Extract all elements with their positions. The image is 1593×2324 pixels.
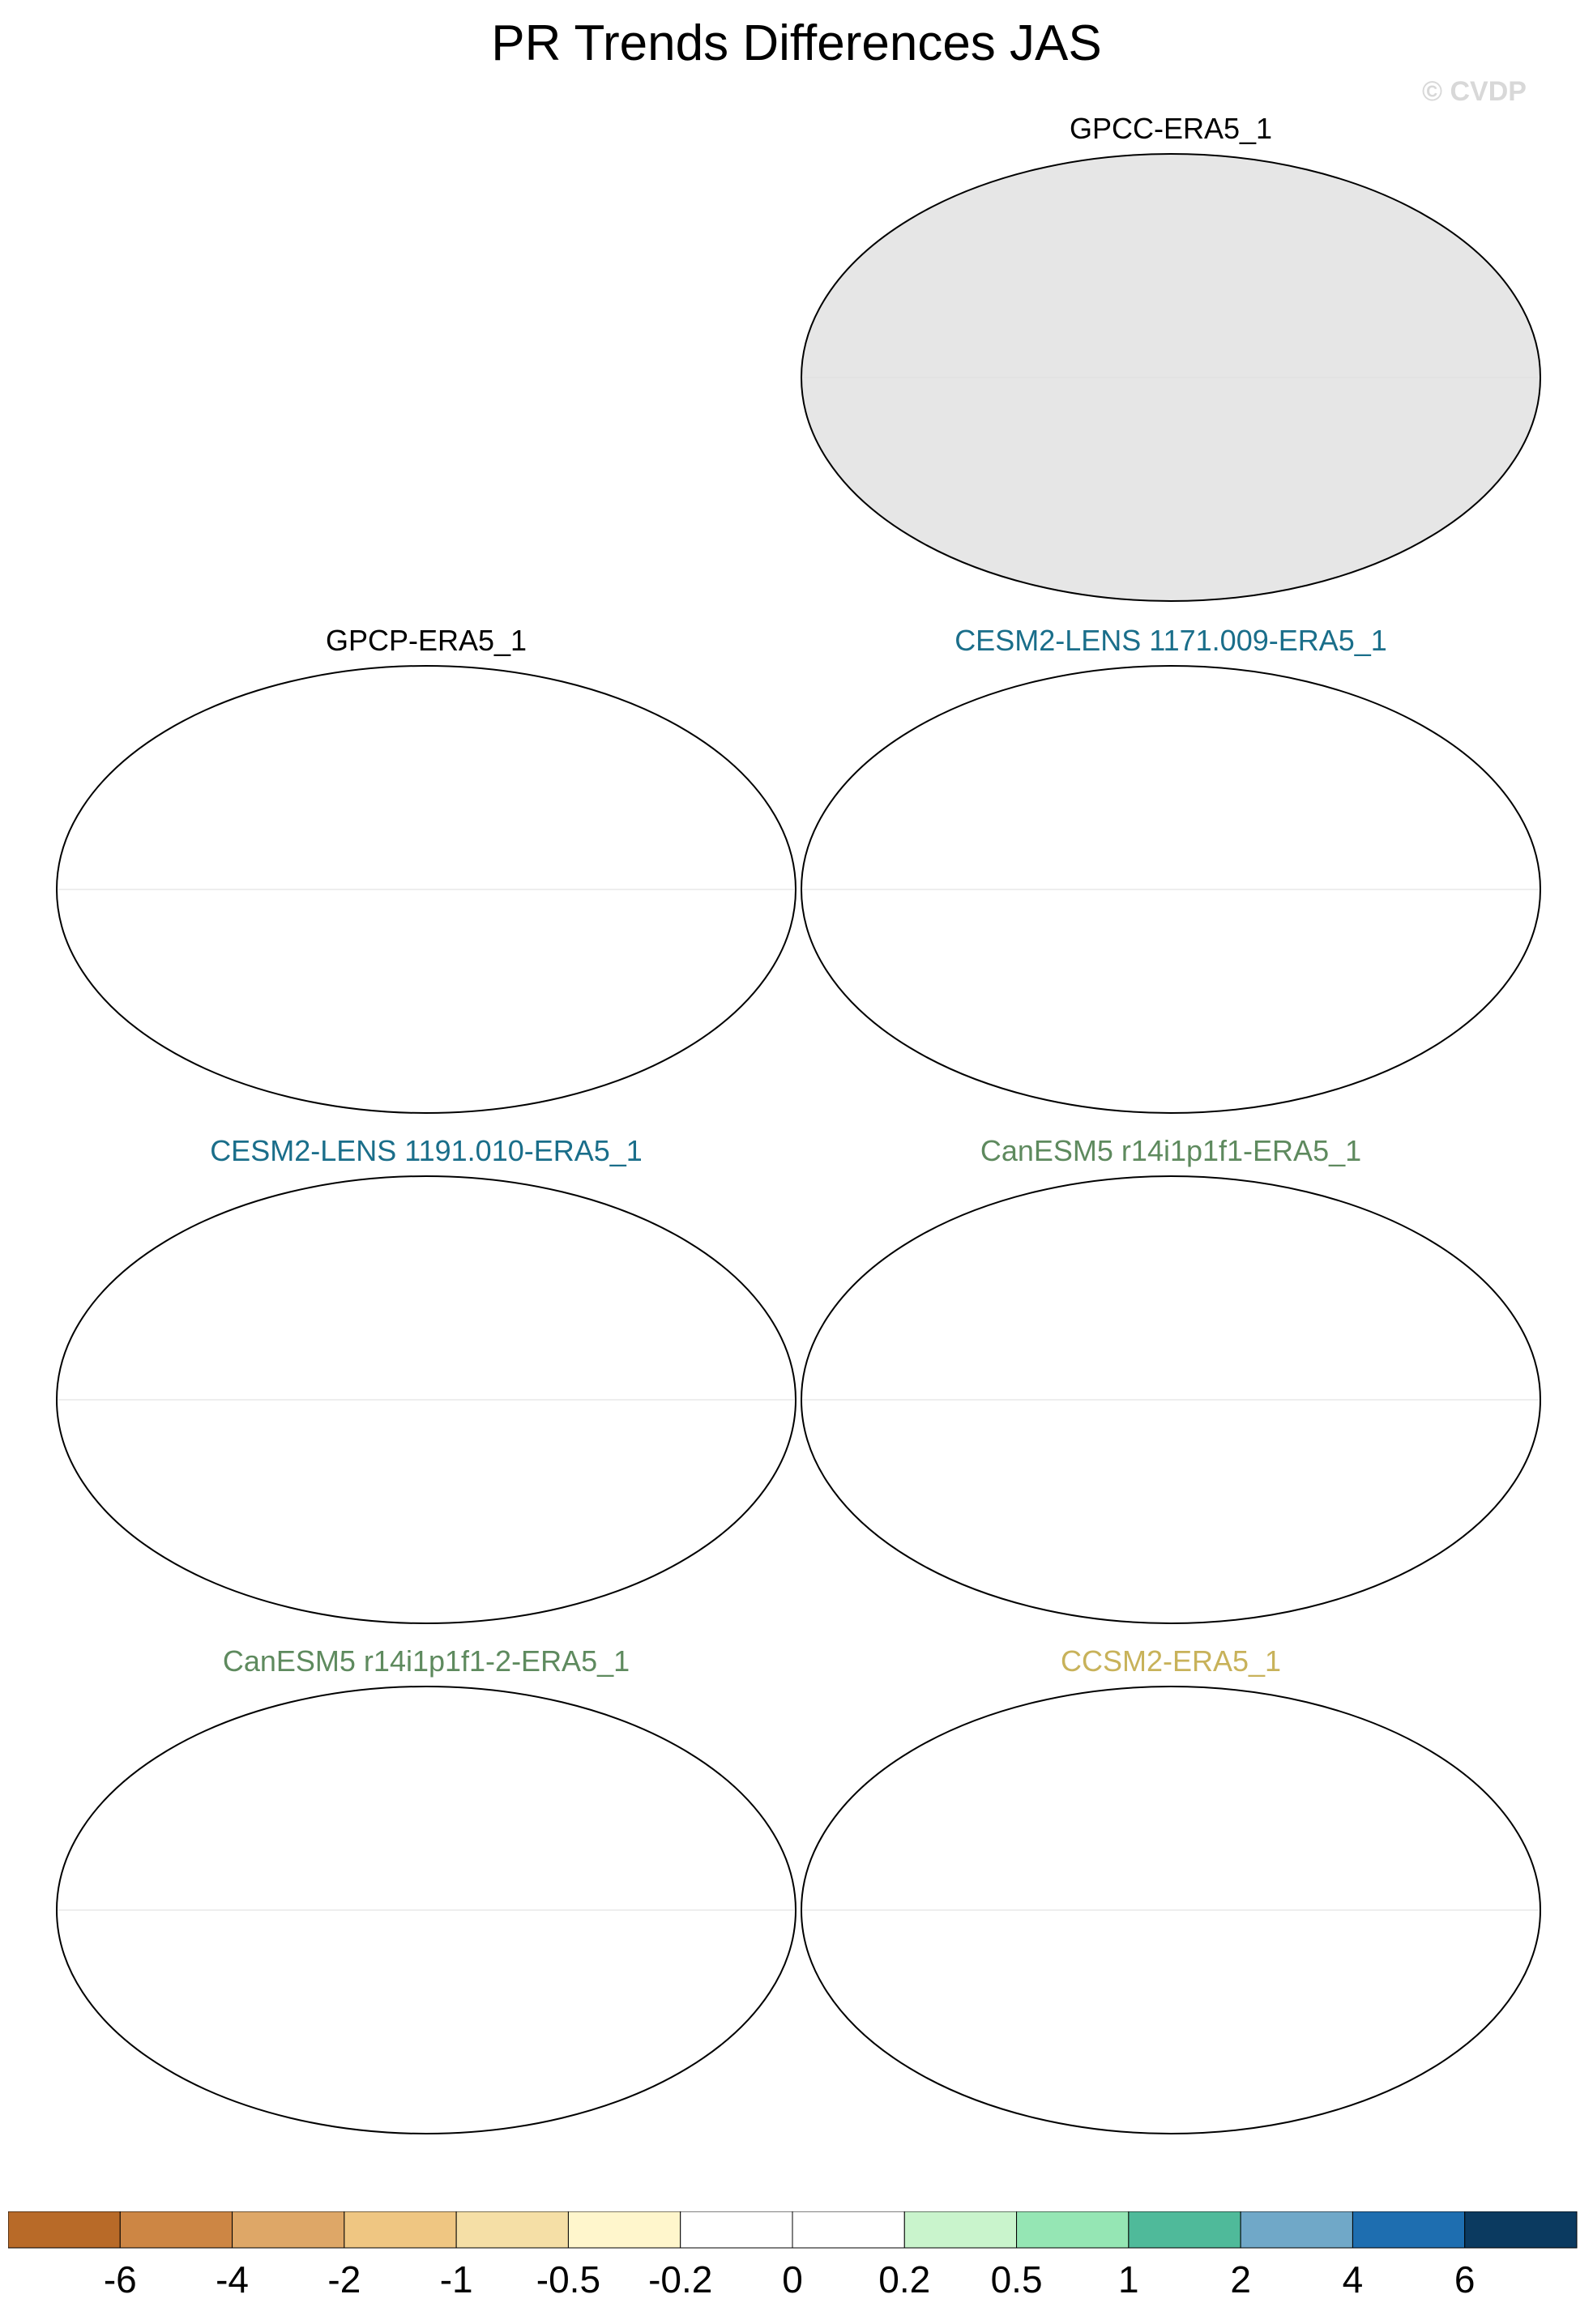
map-panel-gpcc: GPCC-ERA5_1: [798, 112, 1544, 622]
colorbar-tick-label: -6: [104, 2258, 137, 2301]
colorbar-swatch: [567, 2211, 681, 2249]
map-panel-gpcp: GPCP-ERA5_1: [53, 624, 799, 1134]
colorbar-tick-label: 0.5: [991, 2258, 1043, 2301]
colorbar-swatch: [1352, 2211, 1466, 2249]
map-globe: [56, 665, 796, 1114]
map-panel-cesm2-1171: CESM2-LENS 1171.009-ERA5_1: [798, 624, 1544, 1134]
map-globe: [801, 1175, 1541, 1624]
colorbar-swatch: [1240, 2211, 1353, 2249]
colorbar-swatch: [455, 2211, 569, 2249]
panel-title: CanESM5 r14i1p1f1-2-ERA5_1: [222, 1644, 630, 1678]
map-globe: [801, 665, 1541, 1114]
colorbar-tick-label: -2: [327, 2258, 361, 2301]
map-outline: [56, 1686, 796, 2134]
colorbar-tick-label: 1: [1118, 2258, 1139, 2301]
map-panel-canesm5: CanESM5 r14i1p1f1-ERA5_1: [798, 1134, 1544, 1644]
map-outline: [801, 153, 1541, 602]
map-panel-canesm5-2: CanESM5 r14i1p1f1-2-ERA5_1: [53, 1644, 799, 2155]
colorbar-swatch: [232, 2211, 345, 2249]
cvdp-watermark: © CVDP: [1422, 76, 1527, 107]
colorbar-tick-label: -4: [216, 2258, 249, 2301]
colorbar-tick-label: 2: [1230, 2258, 1251, 2301]
panel-title: CESM2-LENS 1191.010-ERA5_1: [210, 1134, 643, 1167]
colorbar-swatch: [1016, 2211, 1130, 2249]
map-panel-cesm2-1191: CESM2-LENS 1191.010-ERA5_1: [53, 1134, 799, 1644]
colorbar-tick-label: -0.5: [536, 2258, 600, 2301]
colorbar-tick-label: 6: [1454, 2258, 1476, 2301]
colorbar-swatch: [903, 2211, 1018, 2249]
panel-title: GPCC-ERA5_1: [1069, 112, 1273, 145]
map-panel-ccsm2: CCSM2-ERA5_1: [798, 1644, 1544, 2155]
colorbar-tick-label: 4: [1343, 2258, 1364, 2301]
panel-title: CCSM2-ERA5_1: [1060, 1644, 1282, 1678]
map-outline: [56, 665, 796, 1114]
colorbar-tick-label: 0.2: [878, 2258, 930, 2301]
colorbar-swatch: [1464, 2211, 1578, 2249]
colorbar-swatch: [680, 2211, 793, 2249]
page-title: PR Trends Differences JAS: [491, 15, 1102, 71]
colorbar-swatch: [119, 2211, 233, 2249]
panel-title: GPCP-ERA5_1: [325, 624, 527, 657]
map-outline: [801, 1175, 1541, 1624]
panel-title: CESM2-LENS 1171.009-ERA5_1: [955, 624, 1387, 657]
map-globe: [56, 1686, 796, 2134]
map-globe: [801, 1686, 1541, 2134]
map-globe: [56, 1175, 796, 1624]
colorbar-swatch: [8, 2211, 121, 2249]
colorbar-tick-label: -1: [440, 2258, 473, 2301]
map-outline: [801, 1686, 1541, 2134]
panel-title: CanESM5 r14i1p1f1-ERA5_1: [980, 1134, 1362, 1167]
map-outline: [56, 1175, 796, 1624]
colorbar-swatch: [344, 2211, 457, 2249]
colorbar-tick-label: -0.2: [648, 2258, 712, 2301]
colorbar: -6 -4 -2 -1 -0.5 -0.2 0 0.2 0.5 1 2 4 6: [8, 2211, 1578, 2301]
colorbar-swatch: [1128, 2211, 1241, 2249]
colorbar-swatch: [792, 2211, 905, 2249]
map-outline: [801, 665, 1541, 1114]
map-globe: [801, 153, 1541, 602]
colorbar-tick-label: 0: [782, 2258, 803, 2301]
